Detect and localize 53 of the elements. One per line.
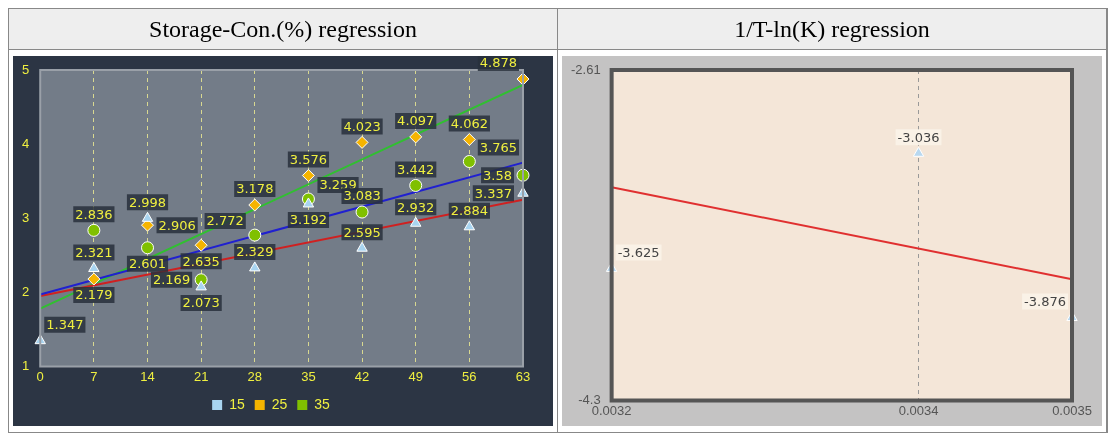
data-label: 2.179: [75, 287, 113, 303]
chart-title: 1/T-ln(K) regression: [558, 9, 1106, 50]
y-tick-label: 3: [22, 209, 30, 225]
y-tick-label: 5: [22, 61, 30, 77]
x-tick-label: 56: [462, 368, 477, 384]
data-label: 3.083: [343, 188, 381, 204]
data-label: 4.062: [450, 115, 488, 131]
legend-label: 25: [271, 395, 288, 412]
data-label: 4.878: [479, 55, 517, 71]
data-label: 2.073: [182, 295, 220, 311]
x-tick-label: 0.0035: [1052, 402, 1092, 418]
data-label: 2.932: [397, 199, 435, 215]
data-label: 3.576: [289, 151, 328, 167]
x-tick-label: 14: [140, 368, 155, 384]
data-label: 1.347: [46, 317, 84, 333]
y-tick-label: 1: [22, 357, 30, 373]
x-tick-label: 21: [193, 368, 209, 384]
data-label: -3.625: [617, 244, 660, 260]
data-label: 3.765: [479, 139, 517, 155]
data-label: 2.321: [75, 244, 113, 260]
chart-title: Storage-Con.(%) regression: [9, 9, 557, 50]
data-label: 2.772: [206, 213, 244, 229]
legend-label: 15: [229, 395, 245, 412]
data-label: 2.998: [128, 194, 167, 210]
y-tick-label: 4: [22, 135, 30, 151]
data-label: 2.884: [450, 203, 488, 219]
y-tick-label: 2: [22, 283, 30, 299]
x-tick-label: 42: [354, 368, 370, 384]
data-label: 3.178: [236, 181, 274, 197]
data-label: 2.169: [152, 272, 191, 288]
x-tick-label: 63: [515, 368, 531, 384]
data-label: 3.442: [397, 161, 435, 177]
x-tick-label: 0.0034: [898, 402, 939, 418]
x-tick-label: 0: [36, 368, 44, 384]
data-label: 2.906: [158, 217, 196, 233]
data-label: 2.635: [182, 253, 220, 269]
y-tick-label: -4.3: [578, 391, 601, 407]
data-label: 3.58: [483, 167, 512, 183]
data-label: 2.836: [75, 206, 113, 222]
x-tick-label: 7: [90, 368, 98, 384]
data-label: 2.595: [343, 224, 381, 240]
data-label: -3.036: [897, 129, 940, 145]
data-label: 2.601: [128, 256, 167, 272]
data-label: -3.876: [1024, 293, 1067, 309]
data-label: 4.097: [397, 113, 435, 129]
x-tick-label: 49: [408, 368, 423, 384]
data-label: 4.023: [343, 118, 381, 134]
data-label: 3.192: [289, 212, 328, 228]
data-label: 3.337: [474, 185, 512, 201]
y-tick-label: -2.61: [570, 61, 601, 77]
data-label: 2.329: [236, 244, 274, 260]
x-tick-label: 28: [247, 368, 263, 384]
x-tick-label: 35: [301, 368, 316, 384]
